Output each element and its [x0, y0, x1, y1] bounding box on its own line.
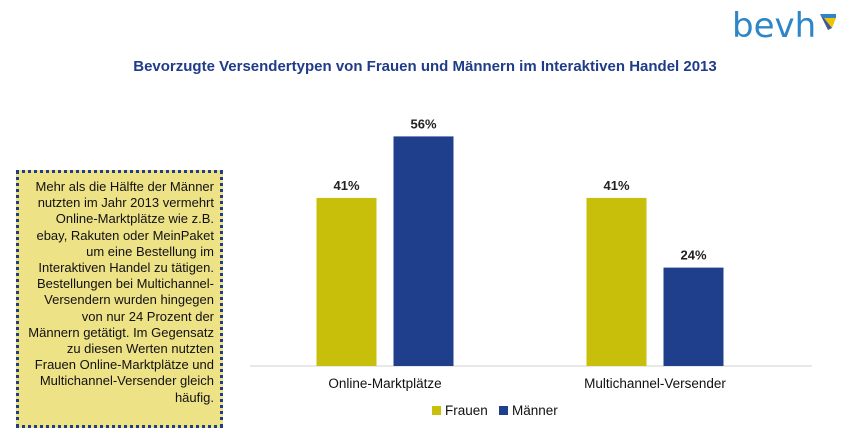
note-line: ebay, Rakuten oder MeinPaket: [36, 227, 214, 243]
bar-maenner-multichannel-versender: [663, 267, 724, 366]
note-line: Frauen Online-Marktplätze und: [34, 357, 214, 373]
chart-title: Bevorzugte Versendertypen von Frauen und…: [133, 58, 717, 75]
bevh-logo: bevh: [732, 6, 838, 46]
note-line: Online-Marktplätze wie z.B.: [55, 211, 214, 227]
info-note-box: Mehr als die Hälfte der Männer nutzten im…: [16, 170, 223, 428]
note-line: von nur 24 Prozent der: [81, 308, 214, 324]
note-line: Versendern wurden hingegen: [44, 292, 214, 308]
note-line: Multichannel-Versender gleich: [39, 373, 214, 389]
note-line: Bestellungen bei Multichannel-: [36, 276, 214, 292]
legend-label: Frauen: [445, 403, 488, 418]
note-line: Männern getätigt. Im Gegensatz: [28, 324, 214, 340]
legend-swatch-maenner: [499, 406, 508, 415]
category-label: Online-Marktplätze: [328, 376, 441, 391]
logo-text: bevh: [732, 6, 817, 46]
category-label: Multichannel-Versender: [584, 376, 726, 391]
note-line: nutzten im Jahr 2013 vermehrt: [37, 195, 214, 211]
note-line: zu diesen Werten nutzten: [66, 341, 214, 357]
bar-value-label: 41%: [333, 178, 359, 193]
bar-value-label: 41%: [603, 178, 629, 193]
bar-frauen-online-marktplaetze: [316, 197, 377, 366]
note-line: Mehr als die Hälfte der Männer: [35, 179, 214, 194]
note-line: Interaktiven Handel zu tätigen.: [38, 260, 214, 276]
bar-maenner-online-marktplaetze: [393, 136, 454, 366]
legend-label: Männer: [512, 403, 558, 418]
note-line: um eine Bestellung im: [86, 243, 214, 259]
bar-value-label: 24%: [680, 248, 706, 263]
legend-swatch-frauen: [432, 406, 441, 415]
bar-value-label: 56%: [410, 116, 436, 131]
bar-frauen-multichannel-versender: [586, 197, 647, 366]
note-line: häufig.: [174, 389, 214, 405]
bevh-logo-mark-icon: [820, 14, 837, 30]
